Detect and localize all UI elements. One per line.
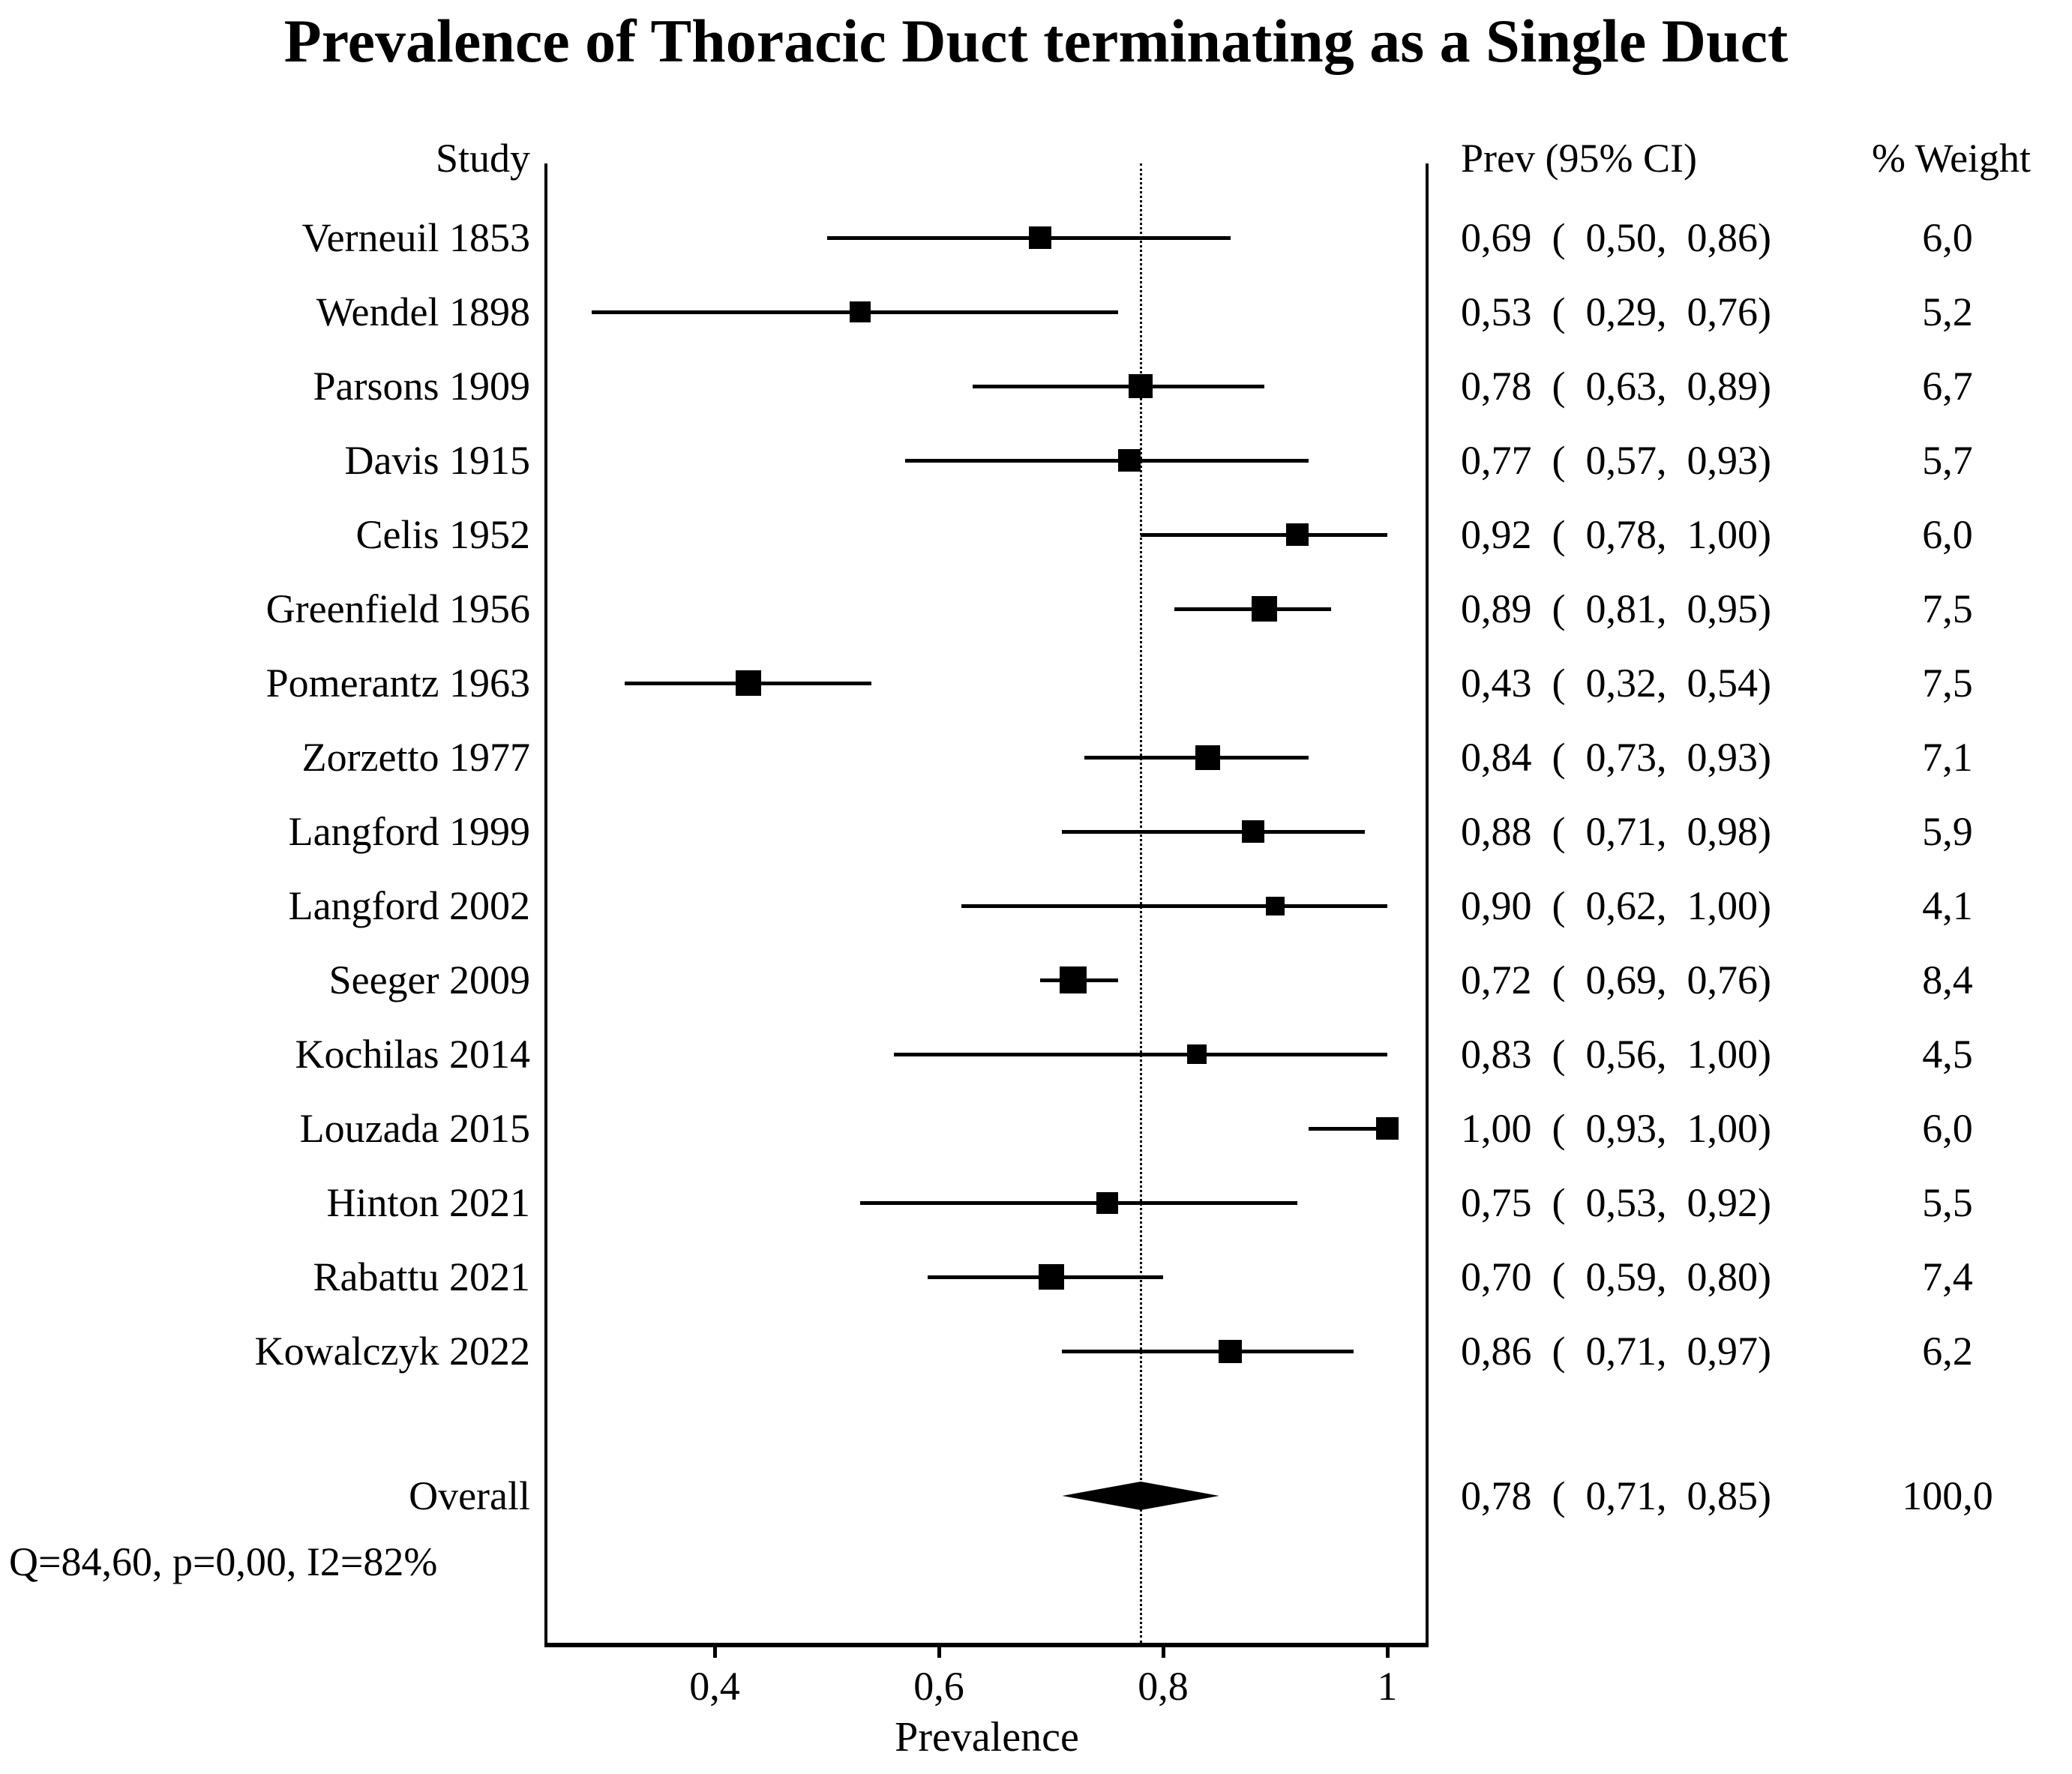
- confidence-interval-line: [961, 904, 1387, 908]
- column-header-weight: % Weight: [1871, 136, 2032, 181]
- prev-ci-value: 0,84 ( 0,73, 0,93): [1461, 735, 1771, 780]
- x-axis-tick: [1386, 1647, 1390, 1658]
- study-label: Parsons 1909: [313, 364, 530, 409]
- x-axis-tick: [1162, 1647, 1165, 1658]
- prev-ci-value: 0,75 ( 0,53, 0,92): [1461, 1180, 1771, 1225]
- study-label: Verneuil 1853: [301, 215, 530, 260]
- point-estimate-square: [1376, 1117, 1399, 1140]
- heterogeneity-stats: Q=84,60, p=0,00, I2=82%: [9, 1539, 438, 1584]
- prev-ci-value: 0,83 ( 0,56, 1,00): [1461, 1032, 1771, 1077]
- study-label: Kowalczyk 2022: [254, 1329, 530, 1374]
- overall-diamond: [1062, 1482, 1219, 1510]
- prev-ci-value: 0,86 ( 0,71, 0,97): [1461, 1329, 1771, 1374]
- column-header-prev-ci: Prev (95% CI): [1461, 136, 1697, 181]
- study-label: Davis 1915: [344, 438, 530, 483]
- study-label: Hinton 2021: [326, 1180, 530, 1225]
- weight-value: 5,7: [1922, 438, 1973, 483]
- point-estimate-square: [1038, 1264, 1064, 1290]
- confidence-interval-line: [1309, 1127, 1387, 1131]
- weight-value: 7,4: [1922, 1254, 1973, 1299]
- x-axis-title: Prevalence: [895, 1714, 1079, 1761]
- weight-value: 7,5: [1922, 661, 1973, 706]
- plot-frame-left-axis: [544, 163, 547, 1647]
- study-label: Rabattu 2021: [313, 1254, 530, 1299]
- prev-ci-value: 0,69 ( 0,50, 0,86): [1461, 215, 1771, 260]
- prev-ci-value: 0,43 ( 0,32, 0,54): [1461, 661, 1771, 706]
- study-label: Louzada 2015: [299, 1106, 530, 1151]
- confidence-interval-line: [860, 1201, 1298, 1205]
- point-estimate-square: [1266, 896, 1285, 915]
- weight-value: 8,4: [1922, 957, 1973, 1002]
- weight-value: 4,5: [1922, 1032, 1973, 1077]
- weight-value: 6,0: [1922, 1106, 1973, 1151]
- x-axis-tick-label: 0,4: [689, 1664, 740, 1709]
- study-label: Pomerantz 1963: [265, 661, 530, 706]
- confidence-interval-line: [894, 1053, 1387, 1056]
- weight-value: 5,2: [1922, 289, 1973, 334]
- confidence-interval-line: [905, 459, 1309, 463]
- point-estimate-square: [1219, 1339, 1243, 1363]
- point-estimate-square: [1195, 745, 1221, 770]
- prev-ci-value: 0,90 ( 0,62, 1,00): [1461, 883, 1771, 928]
- prev-ci-value: 0,72 ( 0,69, 0,76): [1461, 957, 1771, 1002]
- study-label: Langford 1999: [288, 809, 530, 854]
- confidence-interval-line: [1141, 533, 1387, 537]
- weight-value: 4,1: [1922, 883, 1973, 928]
- x-axis-tick-label: 0,8: [1138, 1664, 1189, 1709]
- prev-ci-value: 0,70 ( 0,59, 0,80): [1461, 1254, 1771, 1299]
- weight-value: 6,7: [1922, 364, 1973, 409]
- prev-ci-value: 0,92 ( 0,78, 1,00): [1461, 512, 1771, 557]
- weight-value: 6,2: [1922, 1329, 1973, 1374]
- weight-value: 7,5: [1922, 586, 1973, 631]
- prev-ci-value: 0,77 ( 0,57, 0,93): [1461, 438, 1771, 483]
- column-header-study: Study: [435, 136, 530, 181]
- study-label: Langford 2002: [288, 883, 530, 928]
- prev-ci-value: 0,88 ( 0,71, 0,98): [1461, 809, 1771, 854]
- x-axis-tick-label: 1: [1377, 1664, 1398, 1709]
- weight-value: 6,0: [1922, 512, 1973, 557]
- point-estimate-square: [850, 301, 871, 322]
- prev-ci-value: 0,53 ( 0,29, 0,76): [1461, 289, 1771, 334]
- study-label: Wendel 1898: [316, 289, 530, 334]
- confidence-interval-line: [1062, 830, 1366, 834]
- prev-ci-value: 0,89 ( 0,81, 0,95): [1461, 586, 1771, 631]
- plot-frame-right-axis: [1426, 163, 1429, 1647]
- point-estimate-square: [1118, 449, 1141, 472]
- x-axis-tick: [937, 1647, 941, 1658]
- x-axis-tick-label: 0,6: [913, 1664, 964, 1709]
- point-estimate-square: [1241, 820, 1264, 843]
- prev-ci-value: 1,00 ( 0,93, 1,00): [1461, 1106, 1771, 1151]
- study-label: Seeger 2009: [328, 957, 530, 1002]
- point-estimate-square: [1028, 226, 1051, 249]
- confidence-interval-line: [972, 385, 1264, 388]
- x-axis-tick: [713, 1647, 717, 1658]
- reference-line: [1140, 163, 1143, 1643]
- point-estimate-square: [1096, 1191, 1118, 1214]
- confidence-interval-line: [1062, 1350, 1354, 1353]
- overall-prev-ci-value: 0,78 ( 0,71, 0,85): [1461, 1473, 1771, 1518]
- point-estimate-square: [1186, 1044, 1207, 1064]
- overall-label: Overall: [409, 1473, 530, 1518]
- overall-weight-value: 100,0: [1902, 1473, 1993, 1518]
- weight-value: 5,9: [1922, 809, 1973, 854]
- study-label: Zorzetto 1977: [301, 735, 530, 780]
- weight-value: 6,0: [1922, 215, 1973, 260]
- point-estimate-square: [1286, 523, 1309, 546]
- point-estimate-square: [1251, 596, 1277, 622]
- chart-title: Prevalence of Thoracic Duct terminating …: [283, 7, 1789, 75]
- x-axis-line: [544, 1643, 1429, 1647]
- point-estimate-square: [1060, 966, 1087, 993]
- point-estimate-square: [1129, 374, 1153, 398]
- weight-value: 5,5: [1922, 1180, 1973, 1225]
- point-estimate-square: [735, 670, 761, 696]
- study-label: Greenfield 1956: [265, 586, 530, 631]
- study-label: Kochilas 2014: [295, 1032, 530, 1077]
- study-label: Celis 1952: [355, 512, 530, 557]
- prev-ci-value: 0,78 ( 0,63, 0,89): [1461, 364, 1771, 409]
- weight-value: 7,1: [1922, 735, 1973, 780]
